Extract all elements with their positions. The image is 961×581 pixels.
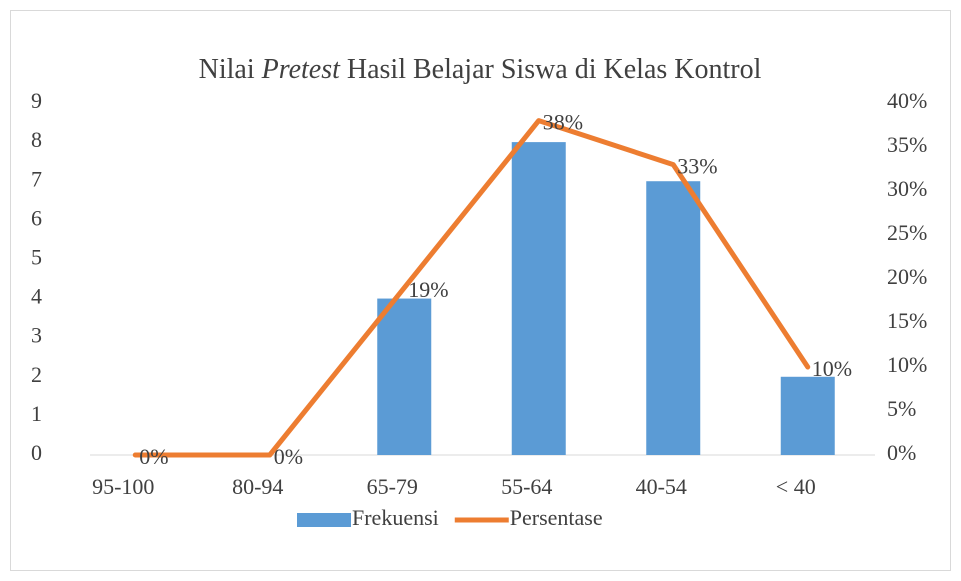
bar (646, 181, 701, 455)
data-label: 19% (408, 277, 448, 302)
chart-title: Nilai Pretest Hasil Belajar Siswa di Kel… (199, 54, 762, 85)
title-part: Hasil Belajar Siswa di Kelas Kontrol (340, 54, 762, 85)
title-part: Pretest (261, 54, 341, 85)
y-tick-label: 3 (31, 323, 42, 348)
y-tick-label: 0 (31, 440, 42, 465)
y2-tick-label: 40% (887, 88, 927, 113)
data-label: 10% (812, 356, 852, 381)
title-part: Nilai (199, 54, 262, 85)
y2-tick-label: 35% (887, 132, 927, 157)
y-tick-label: 9 (31, 88, 42, 113)
y-tick-label: 4 (31, 284, 42, 309)
chart-frame (10, 10, 951, 571)
bar (377, 298, 432, 455)
y-tick-label: 6 (31, 205, 42, 230)
y-tick-label: 5 (31, 244, 42, 269)
y2-tick-label: 30% (887, 176, 927, 201)
x-tick-label: 40-54 (636, 474, 687, 499)
data-label: 0% (139, 444, 168, 469)
y2-tick-label: 10% (887, 352, 927, 377)
y2-tick-label: 0% (887, 440, 916, 465)
data-label: 33% (677, 154, 717, 179)
y-tick-label: 7 (31, 166, 42, 191)
x-tick-label: 95-100 (92, 474, 154, 499)
x-tick-label: < 40 (776, 474, 816, 499)
x-tick-label: 80-94 (232, 474, 283, 499)
line (132, 118, 811, 458)
y-tick-label: 1 (31, 401, 42, 426)
bar (780, 376, 835, 455)
legend-label: Persentase (510, 505, 603, 530)
y2-tick-label: 25% (887, 220, 927, 245)
data-label: 0% (274, 444, 303, 469)
y2-tick-label: 20% (887, 264, 927, 289)
legend-swatch (297, 513, 351, 527)
y2-tick-label: 15% (887, 308, 927, 333)
x-tick-label: 65-79 (367, 474, 418, 499)
y2-tick-label: 5% (887, 396, 916, 421)
legend-label: Frekuensi (352, 505, 439, 530)
x-tick-label: 55-64 (501, 474, 552, 499)
y-tick-label: 2 (31, 362, 42, 387)
data-label: 38% (543, 110, 583, 135)
y-tick-label: 8 (31, 127, 42, 152)
bar (511, 142, 566, 455)
